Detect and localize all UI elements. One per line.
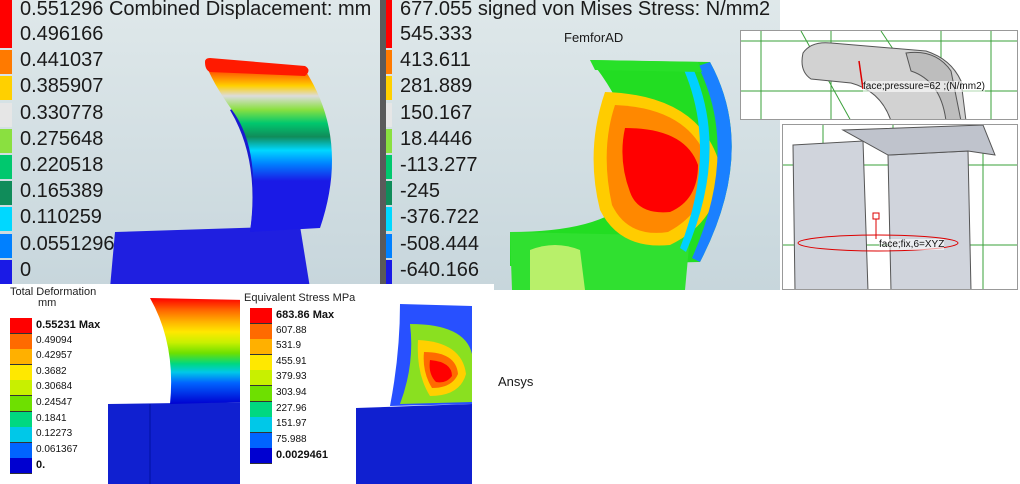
legend-label: 0.0551296	[20, 232, 115, 255]
legend-label: 150.167	[400, 101, 473, 124]
ansys-legend-swatch	[250, 339, 272, 356]
ansys-legend-swatch	[250, 417, 272, 434]
pressure-wireframe	[741, 31, 1017, 119]
ansys-legend-swatch	[250, 308, 272, 324]
legend-label: 0.441037	[20, 49, 104, 72]
ansys-legend-swatch	[10, 349, 32, 366]
ansys-legend-swatch	[10, 427, 32, 444]
ansys-legend-label: 227.96	[276, 402, 307, 414]
ansys-legend-label: 455.91	[276, 355, 307, 367]
displacement-model	[110, 58, 332, 288]
legend-label: 0.275648	[20, 127, 104, 150]
ansys-stress-title: Equivalent Stress MPa	[244, 292, 355, 304]
ansys-caption: Ansys	[498, 374, 534, 389]
legend-swatch	[0, 102, 12, 127]
ansys-legend-label: 607.88	[276, 324, 307, 336]
fix-annotation: face;fix,6=XYZ	[879, 239, 945, 250]
ansys-deformation-unit: mm	[38, 297, 57, 309]
ansys-legend-label: 0.42957	[36, 350, 73, 362]
ansys-legend-swatch	[10, 364, 32, 381]
legend-label: 281.889	[400, 75, 473, 98]
ansys-legend-label: 0.0029461	[276, 449, 328, 462]
ansys-legend-label: 0.	[36, 459, 46, 472]
femforad-stress-panel: 677.055 signed von Mises Stress: N/mm2 5…	[380, 0, 780, 290]
ansys-legend-swatch	[10, 458, 32, 475]
legend-swatch	[0, 76, 12, 101]
fix-wireframe	[783, 125, 1017, 289]
ansys-legend-swatch	[10, 442, 32, 459]
legend-label: -376.722	[400, 206, 479, 229]
ansys-legend-label: 379.93	[276, 371, 307, 383]
legend-swatch	[0, 207, 12, 232]
ansys-legend-label: 303.94	[276, 387, 307, 398]
fix-model-view: face;fix,6=XYZ	[782, 124, 1018, 290]
legend-swatch	[0, 259, 12, 284]
femforad-displacement-panel: 0.551296 Combined Displacement: mm 0.496…	[0, 0, 380, 288]
legend-swatch	[0, 50, 12, 75]
legend-label: -245	[400, 180, 441, 203]
legend-label: 0.220518	[20, 154, 104, 176]
ansys-legend-swatch	[250, 401, 272, 418]
panel-divider	[380, 0, 386, 288]
legend-swatch-max	[0, 0, 12, 24]
ansys-legend-swatch	[250, 323, 272, 340]
ansys-legend-label: 0.061367	[36, 443, 78, 455]
legend-label: 545.333	[400, 23, 473, 45]
stress-model	[510, 60, 732, 290]
ansys-legend-label: 0.12273	[36, 428, 73, 440]
femforad-caption: FemforAD	[564, 30, 624, 45]
legend-label: 413.611	[400, 49, 471, 72]
legend-label: 0.330778	[20, 101, 104, 124]
ansys-legend-label: 0.49094	[36, 334, 73, 346]
legend-swatch	[0, 181, 12, 206]
ansys-legend-label: 683.86 Max	[276, 309, 335, 321]
legend-label: -640.166	[400, 258, 479, 281]
ansys-legend-label: 0.1841	[36, 412, 67, 424]
legend-label: 0	[20, 258, 32, 281]
ansys-legend-label: 0.55231 Max	[36, 319, 101, 331]
ansys-legend-label: 531.9	[276, 340, 302, 352]
ansys-deformation-panel: Total Deformation mm 0.55231 Max 0.49094 0…	[0, 284, 240, 484]
ansys-legend-label: 151.97	[276, 418, 307, 430]
ansys-legend-swatch	[10, 411, 32, 428]
ansys-legend-swatch	[10, 380, 32, 397]
legend-label: 18.4446	[400, 127, 473, 150]
legend-label: 0.165389	[20, 180, 104, 203]
ansys-legend-label: 0.24547	[36, 397, 73, 408]
ansys-legend-label: 0.30684	[36, 381, 73, 393]
ansys-legend-swatch	[250, 370, 272, 387]
ansys-stress-unit: MPa	[332, 292, 356, 304]
legend-swatch	[0, 233, 12, 258]
pressure-annotation: face;pressure=62 ;(N/mm2)	[863, 81, 985, 92]
ansys-legend-label: 75.988	[276, 433, 307, 445]
stress-legend-title: 677.055 signed von Mises Stress: N/mm2	[400, 0, 771, 20]
ansys-legend-swatch	[250, 448, 272, 465]
ansys-legend-label: 0.3682	[36, 365, 67, 377]
legend-label: 0.496166	[20, 23, 104, 45]
ansys-stress-model	[356, 304, 472, 484]
legend-swatch	[0, 128, 12, 153]
pressure-model-view: face;pressure=62 ;(N/mm2)	[740, 30, 1018, 120]
ansys-legend-swatch	[10, 396, 32, 412]
legend-swatch	[0, 155, 12, 179]
ansys-legend-swatch	[10, 318, 32, 334]
ansys-stress-title-text: Equivalent Stress	[244, 292, 330, 304]
ansys-legend-swatch	[250, 432, 272, 449]
ansys-legend-swatch	[250, 386, 272, 402]
ansys-legend-swatch	[250, 354, 272, 371]
legend-label: -113.277	[400, 154, 478, 176]
ansys-stress-panel: Equivalent Stress MPa 683.86 Max 607.88 53…	[240, 284, 494, 484]
ansys-deformation-model	[108, 298, 240, 484]
legend-swatch	[0, 24, 12, 48]
legend-label: -508.444	[400, 232, 479, 255]
legend-label: 0.110259	[20, 206, 102, 229]
displacement-legend-title: 0.551296 Combined Displacement: mm	[20, 0, 372, 20]
ansys-deformation-title: Total Deformation	[10, 286, 97, 298]
legend-label: 0.385907	[20, 75, 104, 98]
ansys-legend-swatch	[10, 333, 32, 350]
